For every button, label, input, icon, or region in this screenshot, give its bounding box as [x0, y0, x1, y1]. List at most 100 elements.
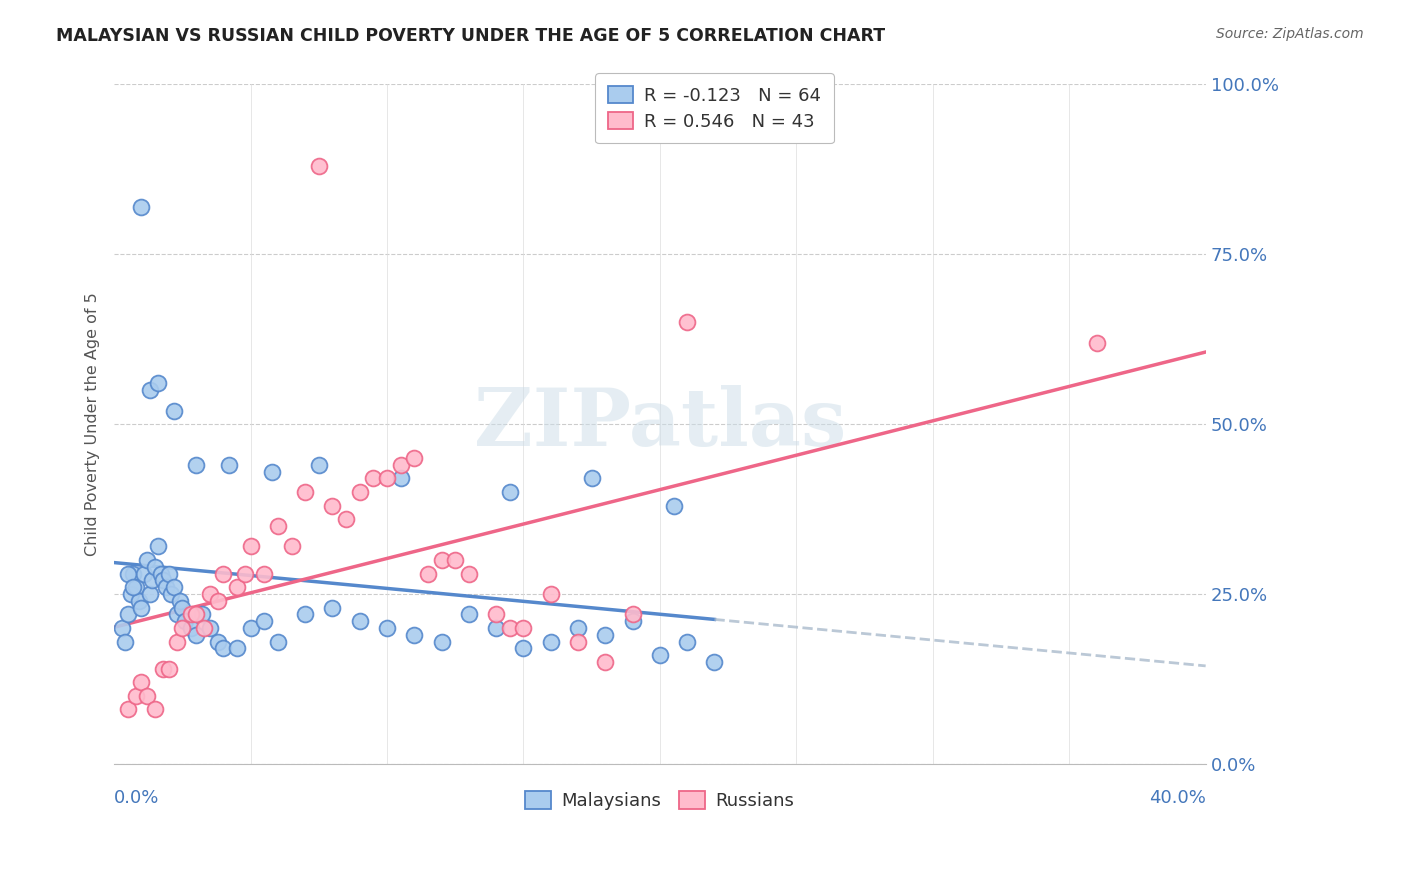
Point [146, 376, 169, 391]
Point [308, 458, 330, 472]
Text: Source: ZipAtlas.com: Source: ZipAtlas.com [1216, 27, 1364, 41]
Point [349, 614, 371, 628]
Point [335, 512, 357, 526]
Point [581, 471, 603, 485]
Point [212, 641, 235, 656]
Point [321, 600, 343, 615]
Point [117, 702, 139, 716]
Point [180, 607, 202, 622]
Point [262, 465, 284, 479]
Point [180, 621, 202, 635]
Point [149, 566, 172, 581]
Point [117, 566, 139, 581]
Point [648, 648, 671, 662]
Point [190, 607, 212, 622]
Point [233, 566, 256, 581]
Point [184, 607, 207, 622]
Point [267, 634, 290, 648]
Point [349, 485, 371, 500]
Point [193, 621, 215, 635]
Point [321, 499, 343, 513]
Point [308, 159, 330, 173]
Point [125, 689, 148, 703]
Point [122, 566, 145, 581]
Point [363, 471, 385, 485]
Point [512, 641, 534, 656]
Point [595, 655, 617, 669]
Point [138, 587, 160, 601]
Point [430, 634, 453, 648]
Point [169, 594, 191, 608]
Point [676, 315, 699, 329]
Point [207, 634, 229, 648]
Point [267, 519, 290, 533]
Text: MALAYSIAN VS RUSSIAN CHILD POVERTY UNDER THE AGE OF 5 CORRELATION CHART: MALAYSIAN VS RUSSIAN CHILD POVERTY UNDER… [56, 27, 886, 45]
Point [253, 566, 276, 581]
Point [485, 607, 508, 622]
Point [120, 587, 142, 601]
Point [595, 628, 617, 642]
Point [416, 566, 439, 581]
Point [157, 662, 180, 676]
Point [375, 621, 398, 635]
Text: 40.0%: 40.0% [1149, 789, 1206, 806]
Y-axis label: Child Poverty Under the Age of 5: Child Poverty Under the Age of 5 [86, 293, 100, 556]
Legend: Malaysians, Russians: Malaysians, Russians [513, 779, 807, 822]
Point [703, 655, 725, 669]
Point [404, 628, 426, 642]
Point [143, 702, 166, 716]
Point [226, 580, 249, 594]
Point [157, 566, 180, 581]
Point [430, 553, 453, 567]
Point [141, 574, 163, 588]
Point [166, 607, 188, 622]
Point [163, 580, 186, 594]
Point [512, 621, 534, 635]
Point [155, 580, 177, 594]
Point [621, 607, 644, 622]
Point [389, 471, 412, 485]
Point [226, 641, 249, 656]
Point [485, 621, 508, 635]
Point [404, 451, 426, 466]
Point [131, 200, 153, 214]
Point [134, 566, 156, 581]
Point [172, 621, 194, 635]
Point [621, 614, 644, 628]
Point [174, 614, 197, 628]
Point [122, 580, 145, 594]
Point [499, 621, 522, 635]
Point [239, 540, 262, 554]
Point [114, 634, 136, 648]
Point [207, 594, 229, 608]
Point [458, 566, 481, 581]
Text: 0.0%: 0.0% [114, 789, 159, 806]
Point [111, 621, 134, 635]
Point [131, 600, 153, 615]
Point [1085, 335, 1108, 350]
Point [166, 634, 188, 648]
Point [389, 458, 412, 472]
Point [212, 566, 235, 581]
Point [152, 574, 174, 588]
Point [172, 600, 194, 615]
Point [117, 607, 139, 622]
Point [676, 634, 699, 648]
Point [294, 485, 316, 500]
Point [198, 621, 221, 635]
Point [444, 553, 467, 567]
Point [540, 634, 562, 648]
Point [280, 540, 302, 554]
Point [152, 662, 174, 676]
Point [198, 587, 221, 601]
Point [146, 540, 169, 554]
Point [136, 553, 159, 567]
Point [540, 587, 562, 601]
Point [499, 485, 522, 500]
Point [294, 607, 316, 622]
Point [131, 675, 153, 690]
Point [567, 621, 589, 635]
Point [184, 458, 207, 472]
Point [138, 383, 160, 397]
Point [375, 471, 398, 485]
